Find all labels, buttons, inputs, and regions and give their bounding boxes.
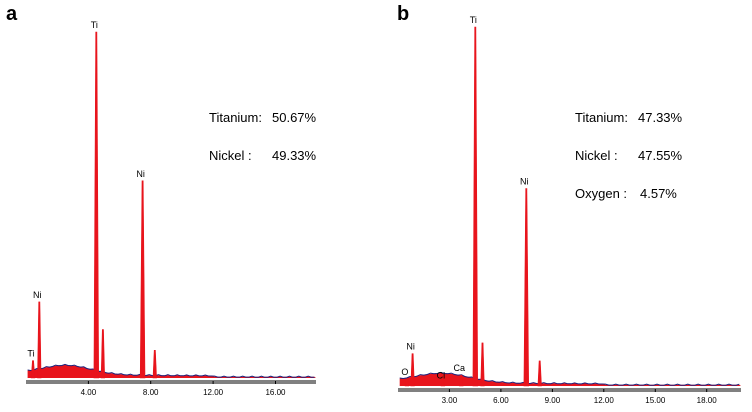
panel-b: b O Ni Cl Ca Ti Ni 3.00 6.00 9.00 12.00 15.00 18.0…	[397, 3, 741, 405]
panel-b-letter: b	[397, 3, 409, 25]
baseline-trace	[399, 371, 740, 386]
peak-label-ca-3: Ca	[454, 363, 466, 373]
panel-a-comp-value-0: 50.67%	[272, 110, 317, 125]
x-tick-label: 15.00	[645, 396, 666, 405]
peak-label-ni-1: Ni	[33, 290, 42, 300]
peak-o-0	[404, 378, 410, 387]
x-tick-label: 3.00	[442, 396, 458, 405]
peak-ni-1	[37, 301, 42, 379]
peak-label-cl-2: Cl	[437, 370, 446, 380]
peak-unlabeled-5	[152, 350, 157, 379]
peak-label-ni-6: Ni	[520, 177, 529, 187]
panel-a: a Ti Ni Ti Ni 4.00 8.00 12.00 16.00 Titanium: …	[6, 3, 317, 397]
peak-unlabeled-5	[480, 342, 485, 387]
peak-label-ti-4: Ti	[470, 15, 477, 25]
peak-ni-1	[410, 353, 415, 387]
panel-a-comp-element-1: Nickel :	[209, 148, 252, 163]
peak-ni-6	[523, 188, 530, 387]
peak-ni-4	[139, 180, 146, 379]
peak-cl-2	[440, 382, 446, 387]
panel-b-ticks: 3.00 6.00 9.00 12.00 15.00 18.00	[442, 389, 718, 405]
x-tick-label: 6.00	[493, 396, 509, 405]
background-hump	[399, 373, 741, 386]
peak-ti-0	[30, 360, 36, 379]
panel-a-comp-value-1: 49.33%	[272, 148, 317, 163]
x-tick-label: 8.00	[143, 388, 159, 397]
peak-label-ti-0: Ti	[27, 349, 34, 359]
panel-b-comp-value-2: 4.57%	[640, 186, 677, 201]
x-tick-label: 12.00	[594, 396, 615, 405]
peak-ti-4	[472, 26, 479, 387]
panel-b-comp-element-2: Oxygen :	[575, 186, 627, 201]
x-tick-label: 16.00	[265, 388, 286, 397]
peak-unlabeled-7	[537, 360, 542, 387]
baseline-trace	[27, 363, 315, 378]
peak-ca-3	[459, 374, 464, 387]
peak-ti-2	[93, 31, 100, 379]
panel-a-letter: a	[6, 3, 18, 25]
x-tick-label: 12.00	[203, 388, 224, 397]
panel-b-comp-element-1: Nickel :	[575, 148, 618, 163]
peak-label-ni-1: Ni	[406, 342, 415, 352]
panel-b-comp-value-0: 47.33%	[638, 110, 683, 125]
panel-a-composition: Titanium: 50.67% Nickel : 49.33%	[209, 110, 317, 163]
x-tick-label: 4.00	[81, 388, 97, 397]
peak-label-ni-4: Ni	[136, 169, 145, 179]
panel-b-composition: Titanium: 47.33% Nickel : 47.55% Oxygen …	[575, 110, 683, 201]
panel-b-plot: O Ni Cl Ca Ti Ni	[399, 15, 741, 387]
panel-b-comp-value-1: 47.55%	[638, 148, 683, 163]
peak-unlabeled-3	[100, 329, 106, 379]
panel-a-comp-element-0: Titanium:	[209, 110, 262, 125]
panel-b-comp-element-0: Titanium:	[575, 110, 628, 125]
background-hump	[27, 365, 316, 378]
panel-a-plot: Ti Ni Ti Ni	[27, 20, 316, 379]
x-tick-label: 18.00	[697, 396, 718, 405]
panel-a-ticks: 4.00 8.00 12.00 16.00	[81, 381, 286, 397]
x-tick-label: 9.00	[545, 396, 561, 405]
peak-label-ti-2: Ti	[91, 20, 98, 30]
peak-label-o-0: O	[401, 367, 408, 377]
